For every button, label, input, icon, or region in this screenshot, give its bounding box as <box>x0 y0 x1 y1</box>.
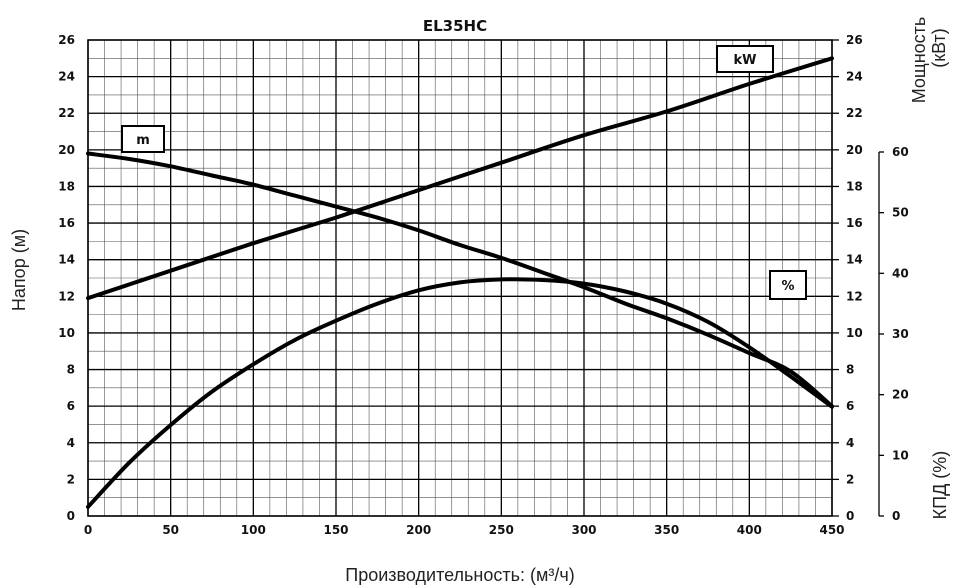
chart-title: EL35HC <box>423 17 487 35</box>
left-tick-label: 10 <box>58 326 75 340</box>
x-axis-title: Производительность: (м³/ч) <box>345 565 574 585</box>
power-axis-title-line1: Мощность <box>909 17 929 104</box>
power-tick-label: 2 <box>846 472 854 486</box>
left-tick-label: 22 <box>58 106 75 120</box>
x-tick-label: 100 <box>241 523 266 537</box>
x-tick-label: 150 <box>323 523 348 537</box>
power-tick-label: 12 <box>846 289 863 303</box>
power-tick-label: 10 <box>846 326 863 340</box>
efficiency-axis-title: КПД (%) <box>930 451 950 520</box>
power-curve <box>86 56 834 301</box>
x-tick-label: 200 <box>406 523 431 537</box>
power-tick-label: 16 <box>846 216 863 230</box>
power-tick-label: 20 <box>846 143 863 157</box>
x-tick-label: 400 <box>737 523 762 537</box>
efficiency-curve-label: % <box>781 279 794 294</box>
left-tick-label: 24 <box>58 70 75 84</box>
x-tick-label: 0 <box>84 523 92 537</box>
power-tick-label: 24 <box>846 70 863 84</box>
efficiency-tick-label: 20 <box>892 388 909 402</box>
x-tick-label: 250 <box>489 523 514 537</box>
efficiency-tick-label: 40 <box>892 266 909 280</box>
efficiency-curve <box>86 277 834 509</box>
efficiency-tick-label: 60 <box>892 145 909 159</box>
plot-frame <box>87 39 833 517</box>
left-tick-label: 4 <box>67 436 75 450</box>
power-tick-label: 0 <box>846 509 854 523</box>
power-tick-label: 4 <box>846 436 854 450</box>
left-tick-label: 12 <box>58 289 75 303</box>
series-labels: m kW% <box>121 45 807 300</box>
left-tick-label: 20 <box>58 143 75 157</box>
left-tick-label: 16 <box>58 216 75 230</box>
head-curve-label: m <box>136 133 150 148</box>
power-tick-label: 26 <box>846 33 863 47</box>
power-tick-label: 14 <box>846 253 863 267</box>
power-axis-title-line2: (кВт) <box>929 28 949 68</box>
left-tick-label: 14 <box>58 253 75 267</box>
left-axis-title: Напор (м) <box>9 229 29 311</box>
left-tick-label: 18 <box>58 179 75 193</box>
series-layer <box>86 56 834 509</box>
efficiency-axis: 0 1⁠0 20 30 40 50 60 <box>878 145 909 523</box>
left-tick-label: 0 <box>67 509 75 523</box>
power-tick-label: 8 <box>846 363 854 377</box>
efficiency-curve-label-box <box>769 270 807 300</box>
power-tick-label: 6 <box>846 399 854 413</box>
left-tick-label: 8 <box>67 363 75 377</box>
x-tick-label: 450 <box>819 523 844 537</box>
efficiency-tick-label: 50 <box>892 206 909 220</box>
power-curve-label: kW <box>734 53 757 68</box>
left-tick-label: 6 <box>67 399 75 413</box>
power-tick-label: 18 <box>846 179 863 193</box>
head-curve <box>86 151 834 409</box>
x-tick-label: 300 <box>571 523 596 537</box>
head-curve-label-box <box>121 125 165 153</box>
left-tick-label: 26 <box>58 33 75 47</box>
efficiency-tick-label: 1⁠0 <box>892 448 909 462</box>
efficiency-tick-label: 30 <box>892 327 909 341</box>
x-axis-ticks: 0 50 100 150 200 250 300 350 400 450 <box>84 523 845 537</box>
power-tick-label: 22 <box>846 106 863 120</box>
x-tick-label: 50 <box>162 523 179 537</box>
x-tick-label: 350 <box>654 523 679 537</box>
power-curve-label-box <box>716 45 774 73</box>
efficiency-tick-label: 0 <box>892 509 900 523</box>
left-tick-label: 2 <box>67 472 75 486</box>
